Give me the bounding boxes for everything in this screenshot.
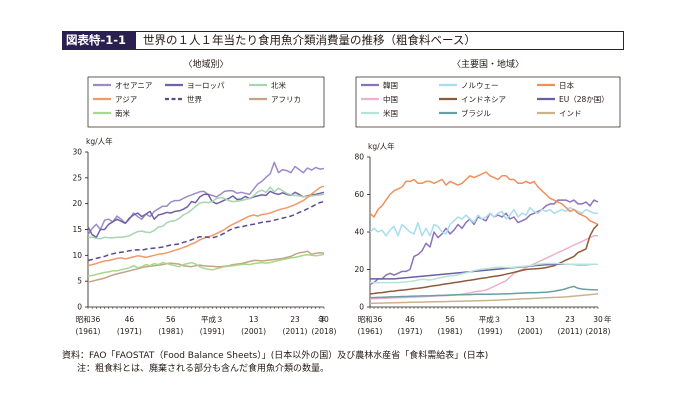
series-line-indonesia <box>369 223 599 295</box>
x-tick-year: (1971) <box>117 327 142 336</box>
x-tick-era: 23 <box>290 315 300 324</box>
x-tick-era: 平成３ <box>479 314 502 324</box>
series-line-north_america <box>88 186 325 240</box>
series-line-europe <box>87 190 325 239</box>
x-tick-era: 23 <box>565 315 575 324</box>
legend-label-asia: アジア <box>115 95 137 104</box>
series-line-india <box>370 293 599 305</box>
x-tick-era: 13 <box>249 315 259 324</box>
y-tick-label: 20 <box>72 199 82 208</box>
x-tick-year: (2001) <box>241 327 266 336</box>
legend-box <box>355 76 621 128</box>
source-note: 資料：FAO「FAOSTAT（Food Balance Sheets）」(日本以… <box>62 351 489 361</box>
series-line-korea <box>369 199 599 286</box>
legend-label-europe: ヨーロッパ <box>187 81 225 90</box>
x-tick-year: (2018) <box>312 327 337 336</box>
x-tick-year: (1961) <box>76 327 101 336</box>
x-tick-year: (1981) <box>438 327 463 336</box>
legend-label-africa: アフリカ <box>271 95 301 104</box>
y-tick-label: 80 <box>354 153 364 162</box>
legend-label-eu: EU（28か国） <box>559 95 609 104</box>
y-tick-label: 20 <box>354 265 364 274</box>
x-tick-era: 30 <box>319 315 329 324</box>
figure-title: 世界の１人１年当たり食用魚介類消費量の推移（粗食料ベース） <box>143 33 476 47</box>
x-tick-year: (2011) <box>558 327 583 336</box>
x-tick-era: 13 <box>525 315 535 324</box>
x-tick-year: (1981) <box>158 327 183 336</box>
legend-label-china: 中国 <box>383 94 398 104</box>
x-tick-era: 昭和36 <box>358 315 383 324</box>
figure-title-bar: 図表特-1-1 世界の１人１年当たり食用魚介類消費量の推移（粗食料ベース） <box>62 31 624 50</box>
y-tick-label: 5 <box>77 277 82 286</box>
series-line-china <box>369 235 598 300</box>
legend-label-brazil: ブラジル <box>461 108 491 118</box>
x-tick-era: 平成３ <box>201 314 224 324</box>
legend-label-north_america: 北米 <box>271 80 286 90</box>
x-tick-year: (1961) <box>358 327 383 336</box>
series-line-south_america <box>87 253 325 277</box>
figure-tag: 図表特-1-1 <box>63 32 136 49</box>
legend-box <box>87 76 325 128</box>
series-line-brazil <box>370 285 599 299</box>
x-tick-era: 56 <box>445 315 455 324</box>
series-line-norway <box>369 206 598 237</box>
series-line-world <box>87 200 325 262</box>
x-tick-era: 30 <box>593 315 603 324</box>
legend-label-south_america: 南米 <box>115 108 130 118</box>
x-axis-unit: 年 <box>604 314 612 324</box>
legend-label-norway: ノルウェー <box>461 81 499 90</box>
legend-label-korea: 韓国 <box>383 80 398 90</box>
y-tick-label: 30 <box>72 148 82 157</box>
y-tick-label: 40 <box>354 228 364 237</box>
y-tick-label: 10 <box>72 251 82 260</box>
x-tick-year: (1991) <box>478 327 503 336</box>
legend-label-japan: 日本 <box>559 80 574 90</box>
y-tick-label: 15 <box>72 225 82 234</box>
legend-label-oceania: オセアニア <box>115 81 152 90</box>
footnote: 注：粗食料とは、廃棄される部分も含んだ食用魚介類の数量。 <box>77 364 330 374</box>
legend-label-indonesia: インドネシア <box>461 95 506 104</box>
y-tick-label: 60 <box>354 190 364 199</box>
legend-label-usa: 米国 <box>383 108 398 118</box>
y-tick-label: 0 <box>359 303 364 312</box>
y-axis-label: kg/人年 <box>86 136 113 146</box>
y-axis-label: kg/人年 <box>368 141 395 151</box>
legend-label-india: インド <box>559 109 582 118</box>
x-tick-era: 46 <box>405 315 415 324</box>
x-tick-year: (2018) <box>586 327 611 336</box>
x-tick-year: (1971) <box>398 327 423 336</box>
chart-title-countries: 〈主要国・地域〉 <box>451 60 524 70</box>
legend-label-world: 世界 <box>187 94 202 104</box>
y-tick-label: 0 <box>77 303 82 312</box>
chart-title-regional: 〈地域別〉 <box>183 60 229 70</box>
series-line-usa <box>370 262 598 284</box>
series-line-japan <box>369 171 599 226</box>
x-tick-year: (1991) <box>200 327 225 336</box>
y-tick-label: 25 <box>72 173 82 182</box>
x-tick-era: 56 <box>166 315 176 324</box>
x-tick-era: 46 <box>125 315 135 324</box>
x-tick-year: (2001) <box>518 327 543 336</box>
x-axis-unit: 年 <box>318 314 326 324</box>
x-tick-year: (2011) <box>283 327 308 336</box>
x-tick-era: 昭和36 <box>76 315 101 324</box>
series-line-africa <box>87 250 325 283</box>
